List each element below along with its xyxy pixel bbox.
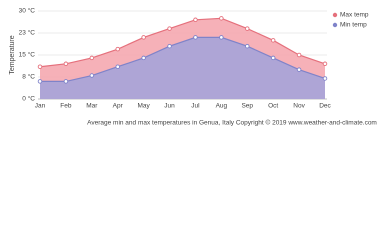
point — [141, 35, 146, 40]
point — [270, 55, 276, 61]
y-tick-label: 15 °C — [19, 51, 36, 59]
point — [219, 16, 224, 21]
point — [63, 61, 69, 67]
point — [167, 26, 172, 31]
point — [322, 76, 328, 81]
point — [37, 64, 43, 69]
point — [37, 79, 43, 84]
y-tick-label: 8 °C — [22, 73, 35, 81]
point — [245, 26, 250, 31]
point — [322, 61, 328, 67]
point — [141, 55, 146, 61]
legend-label: Min temp — [340, 22, 367, 29]
point — [115, 64, 120, 69]
x-tick-label: May — [137, 103, 150, 110]
chart: Temperature Average min and max temperat… — [9, 7, 377, 127]
x-tick-label: Dec — [319, 103, 331, 110]
x-tick-label: Sep — [241, 103, 253, 110]
legend-marker — [332, 12, 338, 18]
x-tick-label: Oct — [268, 103, 278, 110]
point — [193, 35, 198, 40]
caption: Average min and max temperatures in Genu… — [87, 119, 377, 127]
y-axis-label: Temperature — [9, 35, 16, 74]
x-tick-label: Jul — [191, 103, 200, 110]
point — [167, 43, 172, 49]
legend-marker — [332, 22, 338, 28]
x-tick-label: Jan — [35, 103, 46, 110]
point — [270, 38, 276, 43]
line — [40, 36, 326, 82]
x-tick-label: Feb — [60, 103, 72, 110]
point — [89, 73, 95, 78]
point — [245, 43, 250, 49]
point — [115, 46, 120, 52]
point — [63, 79, 69, 84]
legend-label: Max temp — [340, 12, 369, 19]
y-tick-label: 0 °C — [22, 95, 35, 103]
point — [296, 67, 302, 72]
y-tick-label: 30 °C — [19, 7, 36, 15]
point — [193, 17, 198, 23]
point — [89, 55, 95, 61]
area-fill — [40, 37, 325, 99]
x-tick-label: Mar — [86, 103, 98, 110]
x-tick-label: Apr — [113, 103, 124, 110]
point — [219, 35, 224, 40]
x-tick-label: Aug — [216, 103, 228, 110]
point — [296, 52, 302, 58]
line — [39, 17, 326, 68]
y-tick-label: 23 °C — [19, 29, 36, 37]
x-tick-label: Jun — [164, 103, 175, 110]
x-tick-label: Nov — [293, 103, 305, 110]
page: Temperature Average min and max temperat… — [8, 6, 377, 127]
